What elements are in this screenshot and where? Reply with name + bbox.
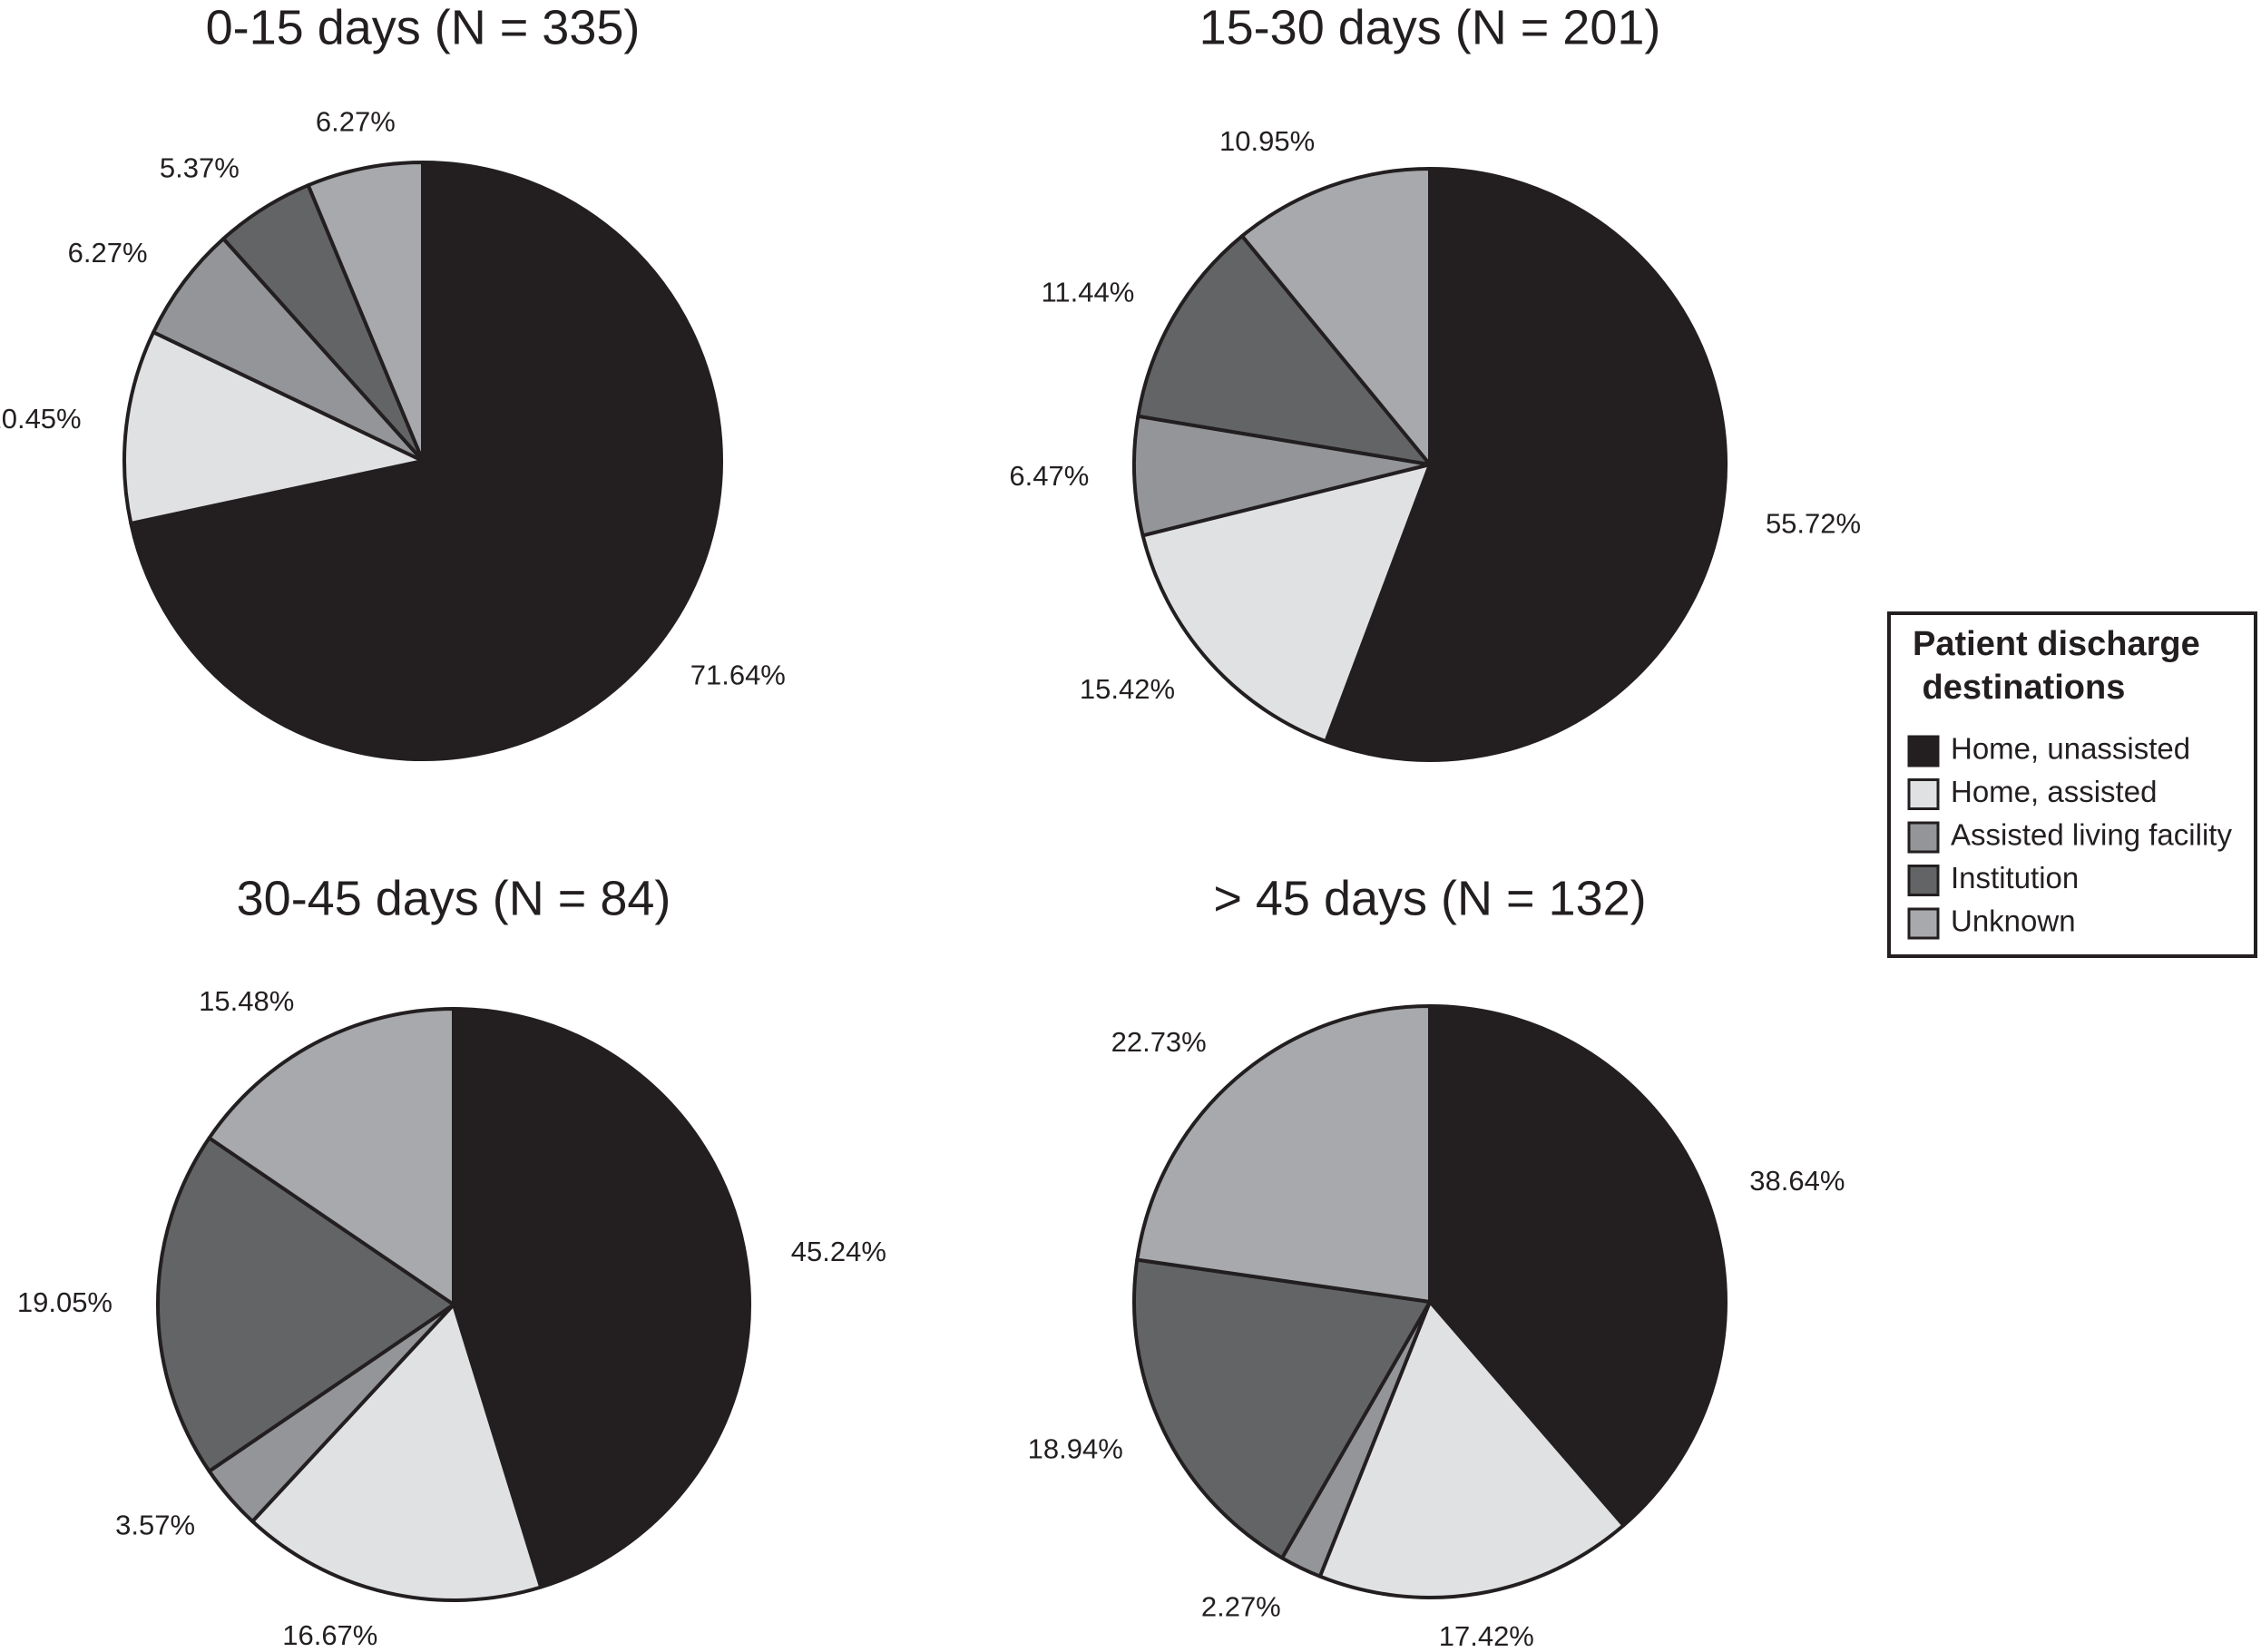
legend-title: Patient discharge destinations	[1913, 625, 2200, 707]
value-label: 6.47%	[1009, 460, 1089, 492]
value-label: 6.27%	[316, 106, 396, 138]
value-label: 71.64%	[690, 659, 786, 690]
value-label: 15.42%	[1080, 673, 1175, 705]
value-label: 10.95%	[1219, 125, 1315, 157]
pie-slice	[156, 1136, 455, 1473]
value-label: 11.44%	[1041, 276, 1134, 308]
pie-title: 0-15 days (N = 335)	[206, 0, 641, 54]
legend-swatch	[1907, 907, 1940, 940]
pie-slice	[452, 1007, 751, 1589]
pie-slice	[250, 1303, 543, 1602]
legend-label: Home, unassisted	[1951, 732, 2190, 766]
pie-slice	[1324, 167, 1728, 762]
legend-box	[1887, 611, 2257, 958]
pie-slice	[1132, 414, 1432, 538]
pie-slice	[1132, 1257, 1432, 1560]
value-label: 38.64%	[1749, 1165, 1845, 1197]
legend-swatch	[1907, 778, 1940, 810]
pie-title: 30-45 days (N = 84)	[237, 871, 671, 925]
pie-slice	[207, 1007, 455, 1306]
legend-swatch	[1907, 735, 1940, 767]
pie-slice	[1136, 234, 1432, 466]
pie-slice	[1140, 463, 1432, 744]
legend-label: Assisted living facility	[1951, 818, 2232, 852]
pie-title: 15-30 days (N = 201)	[1199, 0, 1661, 54]
legend-label: Institution	[1951, 861, 2079, 894]
value-label: 16.67%	[282, 1619, 377, 1651]
pie-title: > 45 days (N = 132)	[1213, 871, 1646, 925]
value-label: 6.27%	[68, 237, 148, 269]
value-label: 5.37%	[160, 152, 240, 184]
value-label: 19.05%	[17, 1286, 113, 1318]
value-label: 22.73%	[1111, 1026, 1207, 1058]
legend-swatch	[1907, 865, 1940, 896]
pie-slice	[1317, 1300, 1626, 1599]
legend-label: Home, assisted	[1951, 775, 2157, 808]
pie-slice	[122, 330, 425, 525]
pie-slice	[306, 161, 425, 463]
value-label: 15.48%	[199, 985, 294, 1017]
value-label: 2.27%	[1201, 1590, 1281, 1622]
value-label: 3.57%	[115, 1509, 195, 1540]
pie-slice	[152, 237, 425, 463]
legend-swatch	[1907, 821, 1940, 854]
value-label: 17.42%	[1439, 1620, 1534, 1652]
pie-slice	[1239, 167, 1432, 466]
legend-label: Unknown	[1951, 904, 2076, 938]
value-label: 18.94%	[1028, 1433, 1123, 1465]
pie-slice	[1428, 1004, 1728, 1528]
value-label: 45.24%	[791, 1236, 886, 1267]
pie-slice	[129, 161, 723, 761]
value-label: 55.72%	[1766, 507, 1861, 539]
pie-slice	[1135, 1004, 1432, 1304]
value-label: 10.45%	[0, 403, 82, 435]
